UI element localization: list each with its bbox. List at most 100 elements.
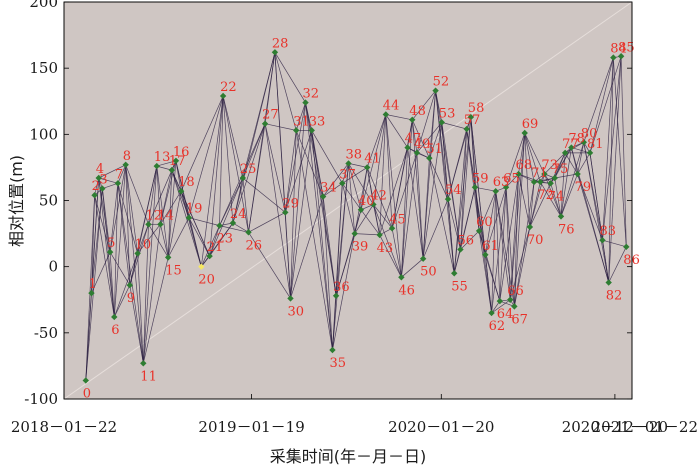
connection-line bbox=[167, 191, 182, 258]
point-label-45: 45 bbox=[389, 212, 406, 227]
connection-line bbox=[514, 132, 526, 307]
point-label-31: 31 bbox=[293, 114, 310, 129]
point-label-40: 40 bbox=[358, 194, 375, 209]
connection-line bbox=[416, 152, 424, 259]
y-tick-label: -50 bbox=[34, 324, 58, 342]
point-label-84: 84 bbox=[610, 42, 627, 57]
connection-line bbox=[360, 114, 387, 210]
connection-line bbox=[602, 239, 627, 248]
point-label-39: 39 bbox=[352, 240, 369, 255]
connection-line bbox=[495, 191, 501, 302]
connection-line bbox=[360, 209, 380, 236]
point-label-36: 36 bbox=[333, 280, 350, 295]
data-point-47 bbox=[404, 144, 411, 151]
connection-line bbox=[284, 130, 297, 213]
connection-line bbox=[422, 199, 449, 259]
data-point-38 bbox=[345, 160, 352, 167]
connection-line bbox=[577, 142, 585, 175]
connection-line bbox=[401, 147, 408, 278]
connection-line bbox=[373, 204, 393, 229]
connection-line bbox=[85, 195, 95, 381]
point-label-16: 16 bbox=[173, 145, 190, 160]
data-point-0 bbox=[82, 377, 89, 384]
connection-line bbox=[274, 52, 306, 103]
connection-line bbox=[460, 187, 476, 250]
connection-line bbox=[109, 183, 119, 253]
connection-line bbox=[264, 52, 276, 124]
connection-line bbox=[341, 163, 349, 184]
connection-line bbox=[499, 300, 515, 307]
data-point-59 bbox=[471, 184, 479, 191]
connection-line bbox=[373, 114, 387, 205]
connection-line bbox=[366, 167, 393, 229]
point-label-72: 72 bbox=[537, 188, 554, 203]
point-label-56: 56 bbox=[458, 234, 475, 249]
connection-line bbox=[167, 217, 190, 258]
connection-line bbox=[311, 130, 333, 351]
point-label-5: 5 bbox=[107, 236, 115, 251]
connection-line bbox=[429, 158, 449, 200]
data-point-42 bbox=[370, 201, 377, 208]
connection-line bbox=[373, 204, 380, 235]
point-label-52: 52 bbox=[433, 75, 450, 90]
data-point-2 bbox=[91, 192, 98, 199]
connection-line bbox=[514, 173, 519, 307]
point-label-55: 55 bbox=[451, 279, 468, 294]
connection-line bbox=[373, 204, 402, 278]
point-label-23: 23 bbox=[217, 232, 234, 247]
connection-line bbox=[137, 166, 158, 254]
connection-line bbox=[401, 119, 413, 278]
point-label-27: 27 bbox=[262, 108, 279, 123]
point-label-9: 9 bbox=[127, 291, 135, 306]
point-label-8: 8 bbox=[123, 149, 131, 164]
point-label-11: 11 bbox=[140, 369, 157, 384]
point-label-14: 14 bbox=[157, 208, 174, 223]
connection-line bbox=[242, 177, 286, 213]
connection-line bbox=[441, 122, 467, 130]
connection-line bbox=[109, 252, 115, 318]
connection-line bbox=[411, 119, 424, 259]
connection-line bbox=[401, 258, 424, 278]
y-axis-title: 相对位置(m) bbox=[7, 155, 26, 247]
data-point-6 bbox=[111, 313, 118, 321]
data-point-19 bbox=[185, 214, 193, 221]
data-point-37 bbox=[339, 180, 346, 187]
point-label-66: 66 bbox=[507, 284, 524, 299]
point-label-19: 19 bbox=[186, 202, 203, 217]
connection-line bbox=[125, 164, 131, 286]
data-point-76 bbox=[557, 213, 565, 220]
connection-line bbox=[583, 57, 614, 143]
connection-line bbox=[466, 128, 480, 231]
point-labels: 012 3456789101112131415161718192021222324… bbox=[83, 36, 640, 401]
point-label-54: 54 bbox=[445, 183, 462, 198]
data-point-79 bbox=[574, 170, 581, 178]
connection-line bbox=[94, 195, 115, 318]
connection-line bbox=[332, 233, 356, 351]
connection-line bbox=[160, 224, 169, 258]
connection-line bbox=[514, 181, 535, 307]
connection-line bbox=[441, 122, 461, 250]
connection-line bbox=[137, 253, 144, 364]
y-tick-label: 50 bbox=[39, 192, 58, 210]
connection-line bbox=[98, 164, 126, 179]
connection-line bbox=[608, 57, 614, 283]
connection-line bbox=[554, 177, 562, 217]
connection-line bbox=[209, 225, 220, 257]
connection-line bbox=[219, 123, 266, 226]
data-point-55 bbox=[451, 270, 458, 277]
point-label-29: 29 bbox=[282, 196, 299, 211]
data-point-51 bbox=[426, 154, 433, 162]
point-label-41: 41 bbox=[364, 151, 381, 166]
connection-line bbox=[602, 240, 610, 283]
connection-line bbox=[341, 183, 356, 234]
point-label-85: 85 bbox=[618, 40, 635, 55]
connection-line bbox=[589, 57, 614, 153]
data-point-15 bbox=[164, 254, 172, 261]
data-point-53 bbox=[438, 119, 446, 126]
connection-line bbox=[505, 173, 519, 188]
connection-line bbox=[583, 142, 603, 241]
connection-line bbox=[335, 183, 343, 296]
connection-line bbox=[407, 119, 413, 148]
connection-line bbox=[335, 163, 349, 296]
connection-line bbox=[209, 95, 224, 257]
